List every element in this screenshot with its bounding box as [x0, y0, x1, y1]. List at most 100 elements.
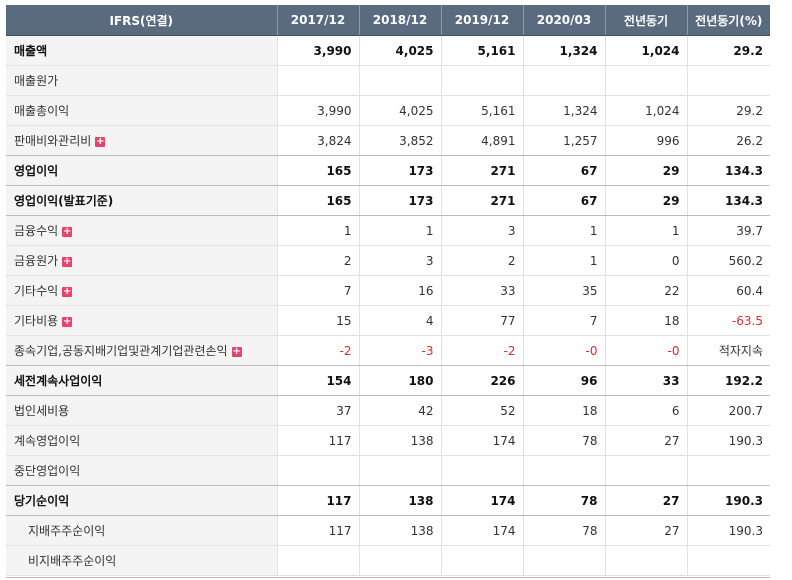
row-label: 영업이익 — [6, 155, 278, 186]
yoy-cell — [605, 545, 688, 576]
value-cell: 117 — [277, 485, 360, 516]
header-period-2018: 2018/12 — [359, 5, 442, 36]
row-label-text: 당기순이익 — [14, 494, 70, 508]
table-row: 당기순이익 117 138 174 78 27 190.3 — [6, 485, 770, 516]
value-cell — [523, 455, 606, 486]
value-cell: 154 — [277, 365, 360, 396]
row-label[interactable]: 기타수익 + — [6, 275, 278, 306]
value-cell: 15 — [277, 305, 360, 336]
yoy-pct-cell: -63.5 — [687, 305, 770, 336]
expand-plus-icon[interactable]: + — [62, 225, 73, 237]
table-row: 매출총이익 3,990 4,025 5,161 1,324 1,024 29.2 — [6, 95, 770, 126]
value-cell: 16 — [359, 275, 442, 306]
row-label[interactable]: 기타비용 + — [6, 305, 278, 336]
yoy-pct-cell: 190.3 — [687, 425, 770, 456]
expand-plus-icon[interactable]: + — [62, 285, 73, 297]
yoy-pct-cell — [687, 545, 770, 576]
value-cell: 117 — [277, 515, 360, 546]
table-row: 중단영업이익 — [6, 455, 770, 486]
header-period-2020q1: 2020/03 — [523, 5, 606, 36]
expand-plus-icon[interactable]: + — [62, 315, 73, 327]
value-cell: 37 — [277, 395, 360, 426]
yoy-cell: 27 — [605, 425, 688, 456]
value-cell: -3 — [359, 335, 442, 366]
row-label: 계속영업이익 — [6, 425, 278, 456]
value-cell: 3,824 — [277, 125, 360, 156]
value-cell: 3,990 — [277, 35, 360, 66]
value-cell: 4 — [359, 305, 442, 336]
value-cell: 67 — [523, 155, 606, 186]
header-period-2017: 2017/12 — [277, 5, 360, 36]
yoy-pct-cell: 190.3 — [687, 485, 770, 516]
row-label[interactable]: 종속기업,공동지배기업및관계기업관련손익 + — [6, 335, 278, 366]
row-label-text: 계속영업이익 — [14, 434, 81, 448]
table-row: 영업이익 165 173 271 67 29 134.3 — [6, 155, 770, 186]
table-row: 세전계속사업이익 154 180 226 96 33 192.2 — [6, 365, 770, 396]
table-row: 매출원가 — [6, 65, 770, 96]
value-cell: 180 — [359, 365, 442, 396]
value-cell — [441, 65, 524, 96]
income-statement-table: IFRS(연결) 2017/12 2018/12 2019/12 2020/03… — [6, 5, 770, 576]
row-label-text: 매출원가 — [14, 74, 59, 88]
value-cell: 1,324 — [523, 35, 606, 66]
value-cell: 2 — [441, 245, 524, 276]
yoy-cell: 27 — [605, 515, 688, 546]
value-cell: 5,161 — [441, 35, 524, 66]
value-cell: 35 — [523, 275, 606, 306]
yoy-pct-cell — [687, 65, 770, 96]
row-label: 비지배주주순이익 — [6, 545, 278, 576]
value-cell — [441, 545, 524, 576]
value-cell: 78 — [523, 425, 606, 456]
table-row: 기타비용 +15 4 77 7 18 -63.5 — [6, 305, 770, 336]
yoy-pct-cell: 29.2 — [687, 95, 770, 126]
yoy-cell: 1,024 — [605, 95, 688, 126]
value-cell: 1,324 — [523, 95, 606, 126]
expand-plus-icon[interactable]: + — [95, 135, 106, 147]
value-cell — [441, 455, 524, 486]
value-cell: 18 — [523, 395, 606, 426]
row-label-text: 기타비용 — [14, 314, 59, 328]
yoy-pct-cell: 190.3 — [687, 515, 770, 546]
row-label: 지배주주순이익 — [6, 515, 278, 546]
yoy-pct-cell: 29.2 — [687, 35, 770, 66]
value-cell: 52 — [441, 395, 524, 426]
row-label-text: 기타수익 — [14, 284, 59, 298]
yoy-pct-cell: 134.3 — [687, 155, 770, 186]
value-cell: 3 — [359, 245, 442, 276]
yoy-pct-cell: 26.2 — [687, 125, 770, 156]
table-row: 법인세비용 37 42 52 18 6 200.7 — [6, 395, 770, 426]
row-label[interactable]: 금융수익 + — [6, 215, 278, 246]
expand-plus-icon[interactable]: + — [62, 255, 73, 267]
table-row: 판매비와관리비 +3,824 3,852 4,891 1,257 996 26.2 — [6, 125, 770, 156]
value-cell: 1 — [523, 215, 606, 246]
row-label[interactable]: 금융원가 + — [6, 245, 278, 276]
value-cell: 4,025 — [359, 35, 442, 66]
row-label-text: 금융원가 — [14, 254, 59, 268]
value-cell: 78 — [523, 485, 606, 516]
expand-plus-icon[interactable]: + — [231, 345, 242, 357]
yoy-pct-cell: 60.4 — [687, 275, 770, 306]
yoy-pct-cell: 192.2 — [687, 365, 770, 396]
yoy-pct-cell: 적자지속 — [687, 335, 770, 366]
value-cell: 4,025 — [359, 95, 442, 126]
row-label-text: 세전계속사업이익 — [14, 374, 103, 388]
value-cell: 165 — [277, 185, 360, 216]
yoy-cell: 1,024 — [605, 35, 688, 66]
value-cell — [277, 455, 360, 486]
value-cell: 7 — [523, 305, 606, 336]
value-cell: 226 — [441, 365, 524, 396]
value-cell: 3,990 — [277, 95, 360, 126]
value-cell — [277, 545, 360, 576]
value-cell: -2 — [441, 335, 524, 366]
table-row: 종속기업,공동지배기업및관계기업관련손익 + -2 -3 -2 -0 -0 적자지속 — [6, 335, 770, 366]
header-label-column: IFRS(연결) — [6, 5, 278, 36]
row-label[interactable]: 판매비와관리비 + — [6, 125, 278, 156]
value-cell — [523, 65, 606, 96]
yoy-cell: -0 — [605, 335, 688, 366]
row-label-text: 매출액 — [14, 44, 48, 58]
value-cell: -2 — [277, 335, 360, 366]
yoy-cell: 18 — [605, 305, 688, 336]
value-cell: 4,891 — [441, 125, 524, 156]
row-label: 세전계속사업이익 — [6, 365, 278, 396]
value-cell — [359, 545, 442, 576]
